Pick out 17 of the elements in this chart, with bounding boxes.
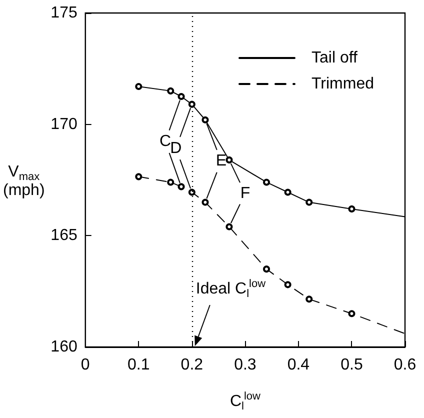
x-tick-label: 0.2 bbox=[180, 356, 204, 374]
annotation: D bbox=[170, 140, 182, 157]
x-tick-label: 0.6 bbox=[394, 356, 416, 374]
annotation: C bbox=[159, 133, 172, 150]
x-tick-label: 0.4 bbox=[287, 356, 310, 374]
annotation: F bbox=[240, 184, 250, 202]
legend-label: Tail off bbox=[311, 50, 358, 66]
x-tick-label: 0.1 bbox=[128, 356, 150, 374]
x-tick-label: 0.3 bbox=[234, 356, 256, 374]
y-tick-label: 160 bbox=[50, 338, 78, 356]
legend-label: Trimmed bbox=[311, 76, 374, 92]
y-tick-label: 175 bbox=[50, 4, 78, 22]
y-tick-label: 170 bbox=[50, 116, 78, 133]
y-tick-label: 165 bbox=[50, 227, 78, 244]
annotation: E bbox=[216, 152, 227, 170]
x-tick-label: 0.5 bbox=[340, 356, 363, 374]
x-tick-label: 0 bbox=[80, 356, 90, 374]
